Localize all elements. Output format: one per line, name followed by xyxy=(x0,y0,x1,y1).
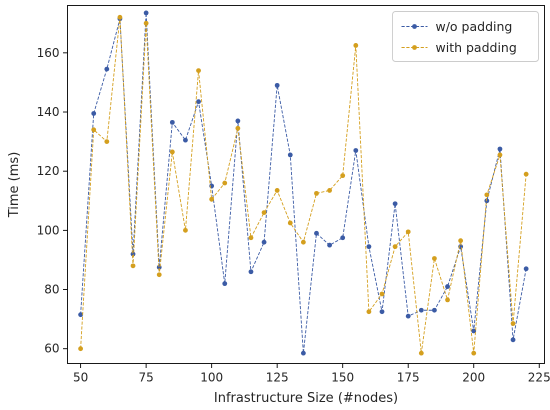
data-point xyxy=(143,20,149,26)
data-point xyxy=(523,171,529,177)
legend-box xyxy=(392,11,539,62)
y-tick-label: 60 xyxy=(44,342,59,356)
data-point xyxy=(91,127,97,133)
data-point xyxy=(104,66,110,72)
data-point xyxy=(405,313,411,319)
legend-swatch-marker xyxy=(412,45,417,50)
data-point xyxy=(484,198,490,204)
x-tick-label: 150 xyxy=(331,371,354,385)
series-0 xyxy=(78,10,529,356)
data-point xyxy=(314,190,319,196)
x-tick-label: 50 xyxy=(73,371,88,385)
data-point xyxy=(471,350,477,356)
y-tick-label: 100 xyxy=(37,223,60,237)
legend-swatch-marker xyxy=(412,24,417,29)
data-point xyxy=(432,256,437,261)
y-tick-label: 120 xyxy=(37,164,60,178)
data-point xyxy=(366,309,372,315)
data-point xyxy=(432,307,437,313)
data-point xyxy=(261,210,267,216)
data-point xyxy=(235,125,241,131)
data-point xyxy=(287,152,293,158)
data-point xyxy=(418,350,424,356)
series-line-0 xyxy=(80,12,527,354)
data-point xyxy=(445,297,450,303)
data-point xyxy=(261,239,267,245)
data-point xyxy=(117,14,123,20)
data-point xyxy=(510,337,516,343)
legend: w/o padding with padding xyxy=(392,11,539,62)
data-point xyxy=(235,118,241,124)
data-point xyxy=(274,82,280,88)
x-tick-label: 225 xyxy=(528,371,550,385)
data-point xyxy=(392,244,398,250)
data-point xyxy=(287,220,293,226)
data-point xyxy=(484,192,490,198)
y-tick-label: 80 xyxy=(44,283,59,297)
x-tick-label: 100 xyxy=(200,371,223,385)
legend-label: with padding xyxy=(436,40,517,55)
y-tick-label: 160 xyxy=(37,46,60,60)
data-point xyxy=(248,235,254,241)
data-point xyxy=(471,328,477,334)
data-point xyxy=(497,146,503,152)
y-tick-label: 140 xyxy=(37,105,60,119)
data-point xyxy=(156,272,162,278)
x-tick-label: 75 xyxy=(138,371,153,385)
data-point xyxy=(222,281,228,287)
data-point xyxy=(340,235,346,241)
data-point xyxy=(196,68,201,73)
data-point xyxy=(300,239,306,245)
data-point xyxy=(523,266,529,272)
data-point xyxy=(327,242,332,248)
data-point xyxy=(405,229,411,235)
y-axis: 60 80 100 120 140 160 xyxy=(37,46,68,356)
x-axis-label: Infrastructure Size (#nodes) xyxy=(214,391,398,406)
x-tick-label: 125 xyxy=(266,371,289,385)
data-point xyxy=(458,238,464,244)
data-point xyxy=(169,149,175,155)
data-point xyxy=(510,321,516,326)
data-point xyxy=(183,227,188,233)
x-tick-label: 175 xyxy=(397,371,420,385)
data-point xyxy=(183,137,188,143)
data-point xyxy=(78,346,83,352)
data-point xyxy=(104,139,110,145)
legend-item: with padding xyxy=(401,40,517,55)
x-tick-label: 200 xyxy=(462,371,485,385)
data-point xyxy=(418,307,424,313)
data-point xyxy=(209,196,215,202)
legend-label: w/o padding xyxy=(436,19,513,34)
y-axis-label: Time (ms) xyxy=(7,152,22,219)
data-point xyxy=(379,291,385,297)
data-point xyxy=(91,111,97,116)
data-point xyxy=(379,309,385,315)
data-point xyxy=(274,188,280,193)
series-line-1 xyxy=(80,17,527,354)
data-point xyxy=(497,152,503,158)
data-point xyxy=(169,119,175,125)
data-point xyxy=(314,230,319,236)
data-point xyxy=(300,350,306,356)
data-point xyxy=(248,269,254,275)
data-point xyxy=(340,173,346,179)
data-point xyxy=(366,244,372,250)
series-1 xyxy=(78,14,529,356)
plot-frame xyxy=(67,5,545,364)
legend-item: w/o padding xyxy=(401,19,513,34)
data-point xyxy=(130,251,136,257)
data-point xyxy=(222,180,228,186)
data-point xyxy=(78,312,83,318)
data-point xyxy=(327,188,332,193)
series-layer xyxy=(78,10,529,356)
data-point xyxy=(445,284,450,289)
data-point xyxy=(143,10,149,16)
data-point xyxy=(196,99,201,105)
data-point xyxy=(353,43,359,48)
data-point xyxy=(392,201,398,207)
data-point xyxy=(130,263,136,269)
data-point xyxy=(353,148,359,153)
x-axis: 50 75 100 125 150 175 200 225 xyxy=(73,363,550,385)
